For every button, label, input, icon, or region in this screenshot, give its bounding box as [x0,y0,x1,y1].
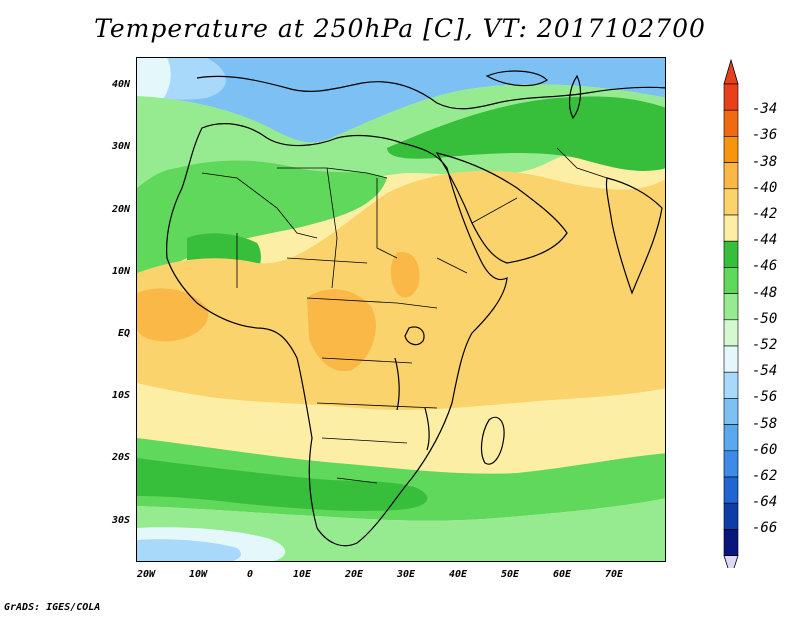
lon-label-40e: 40E [448,569,468,580]
caspian-coastline [568,74,582,120]
colorbar-label: -42 [752,206,778,222]
colorbar-label: -66 [752,520,778,537]
country-borders [201,147,608,484]
colorbar-label: -36 [752,127,778,144]
colorbar-swatch [723,371,739,399]
colorbar-bottom-arrow [723,555,739,568]
madagascar-coastline [480,416,505,465]
africa-coastline [166,123,508,547]
colorbar-swatch [723,502,739,530]
colorbar-label: -46 [752,258,778,275]
temperature-map [136,57,666,562]
colorbar-label: -58 [752,415,778,432]
lon-label-70e: 70E [604,569,624,580]
colorbar [723,58,739,568]
lon-label-30e: 30E [396,569,416,580]
footer-credit: GrADS: IGES/COLA [4,602,101,613]
north-blue-region [137,58,665,143]
lon-label-20w: 20W [136,569,156,580]
black-sea-coastline [485,70,548,87]
colorbar-swatch [723,109,739,137]
colorbar-label: -52 [752,337,778,353]
lat-label-30n: 30N [111,141,130,152]
colorbar-swatch [723,450,739,478]
colorbar-label: -62 [752,468,778,484]
colorbar-label: -40 [752,179,778,196]
horn-africa-orange-region [390,252,420,298]
colorbar-label: -50 [752,310,778,327]
central-africa-orange-region [307,289,376,372]
colorbar-swatch [723,83,739,111]
lon-label-50e: 50E [500,569,520,580]
colorbar-swatch [723,424,739,452]
south-pale-yellow-region [137,383,665,474]
lon-label-10w: 10W [188,569,208,580]
south-blue-region [137,539,241,561]
india-coastline [605,177,663,295]
colorbar-swatch [723,136,739,163]
colorbar-label: -64 [752,494,778,511]
colorbar-label: -60 [752,441,778,458]
colorbar-label: -34 [752,101,778,118]
lat-label-40n: 40N [111,79,130,90]
lat-label-20s: 20S [111,452,130,463]
lat-label-10s: 10S [111,390,130,401]
lon-label-20e: 20E [344,569,364,580]
colorbar-swatch [723,529,739,556]
atlantic-orange-region [137,288,209,342]
colorbar-label: -38 [752,153,778,170]
map-svg [137,58,665,561]
lat-label-20n: 20N [111,204,130,215]
colorbar-label: -56 [752,389,778,406]
colorbar-swatch [723,214,739,242]
europe-coastline [196,75,665,110]
colorbar-swatch [723,319,739,347]
lon-label-0: 0 [246,569,254,580]
lat-label-eq: EQ [117,328,130,339]
lat-label-10n: 10N [111,266,130,277]
south-dark-green-band [137,458,428,511]
north-dark-green-band [387,96,665,171]
colorbar-swatch [723,476,739,504]
lake-victoria [404,326,425,346]
colorbar-swatch [723,267,739,294]
colorbar-top-arrow [723,58,739,85]
colorbar-label: -54 [752,363,778,380]
coastlines [166,70,665,547]
colorbar-label: -44 [752,232,778,249]
colorbar-swatch [723,188,739,216]
colorbar-swatch [723,293,739,321]
lon-label-60e: 60E [552,569,572,580]
lon-label-10e: 10E [292,569,312,580]
lake-malawi [424,407,430,451]
lat-label-30s: 30S [111,515,130,526]
chart-title: Temperature at 250hPa [C], VT: 201710270… [94,14,706,43]
colorbar-swatch [723,162,739,190]
colorbar-swatch [723,240,739,268]
colorbar-label: -48 [752,284,778,301]
colorbar-swatch [723,398,739,425]
arabia-coastline [435,152,568,264]
colorbar-swatch [723,345,739,373]
